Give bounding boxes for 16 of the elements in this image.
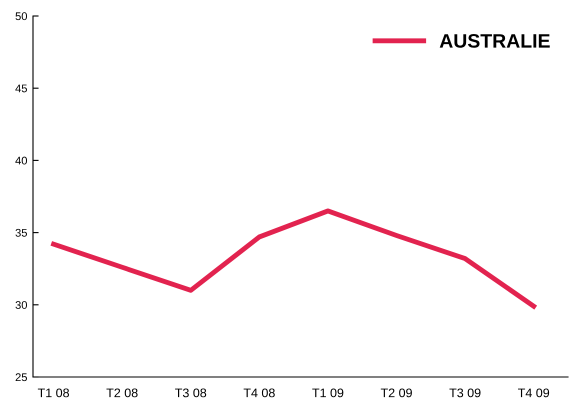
- y-tick-label: 50: [16, 12, 28, 20]
- x-tick-label: T2 08: [106, 388, 138, 398]
- legend-label: AUSTRALIE: [440, 34, 550, 48]
- x-tick-label: T1 08: [38, 388, 70, 398]
- y-tick-label: 45: [15, 84, 27, 92]
- x-tick-label: T3 09: [449, 388, 481, 398]
- y-tick-label: 35: [16, 228, 27, 237]
- line-series: [51, 208, 536, 309]
- x-tick-label: T4 09: [518, 388, 550, 398]
- x-tick-label: T2 09: [380, 388, 412, 398]
- x-tick-label: T3 08: [175, 388, 206, 398]
- x-tick-label: T1 09: [312, 388, 344, 398]
- x-tick-label: T4 08: [244, 388, 275, 398]
- y-tick-label: 40: [15, 156, 28, 165]
- y-tick-label: 25: [16, 373, 27, 382]
- y-tick-label: 30: [16, 301, 28, 309]
